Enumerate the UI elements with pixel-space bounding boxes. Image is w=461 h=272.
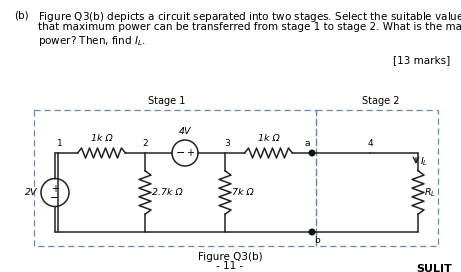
Text: SULIT: SULIT <box>416 264 452 272</box>
Text: −: − <box>50 193 59 202</box>
Text: 2V: 2V <box>24 188 37 197</box>
Text: 1k Ω: 1k Ω <box>258 134 279 143</box>
Text: 2: 2 <box>142 139 148 148</box>
Text: 1k Ω: 1k Ω <box>91 134 112 143</box>
Text: that maximum power can be transferred from stage 1 to stage 2. What is the maxim: that maximum power can be transferred fr… <box>38 22 461 32</box>
Text: power? Then, find $I_L$.: power? Then, find $I_L$. <box>38 34 146 48</box>
Text: +: + <box>186 148 194 158</box>
Text: 7k Ω: 7k Ω <box>232 188 254 197</box>
Text: b: b <box>314 236 320 245</box>
Text: 2.7k Ω: 2.7k Ω <box>152 188 183 197</box>
Bar <box>316 110 438 246</box>
Text: 1: 1 <box>57 139 63 148</box>
Text: Stage 1: Stage 1 <box>148 96 186 106</box>
Text: [13 marks]: [13 marks] <box>393 55 450 65</box>
Circle shape <box>309 150 315 156</box>
Circle shape <box>309 229 315 235</box>
Bar <box>34 110 316 246</box>
Text: $R_L$: $R_L$ <box>424 186 436 199</box>
Text: 4V: 4V <box>179 127 191 136</box>
Text: Stage 2: Stage 2 <box>362 96 400 106</box>
Text: 4: 4 <box>367 139 373 148</box>
Text: +: + <box>51 184 59 193</box>
Text: Figure Q3(b): Figure Q3(b) <box>198 252 262 262</box>
Text: 3: 3 <box>224 139 230 148</box>
Text: a: a <box>305 139 310 148</box>
Text: - 11 -: - 11 - <box>216 261 243 271</box>
Text: −: − <box>176 148 186 158</box>
Text: $I_L$: $I_L$ <box>420 156 428 168</box>
Text: Figure Q3(b) depicts a circuit separated into two stages. Select the suitable va: Figure Q3(b) depicts a circuit separated… <box>38 10 461 24</box>
Text: (b): (b) <box>14 10 29 20</box>
